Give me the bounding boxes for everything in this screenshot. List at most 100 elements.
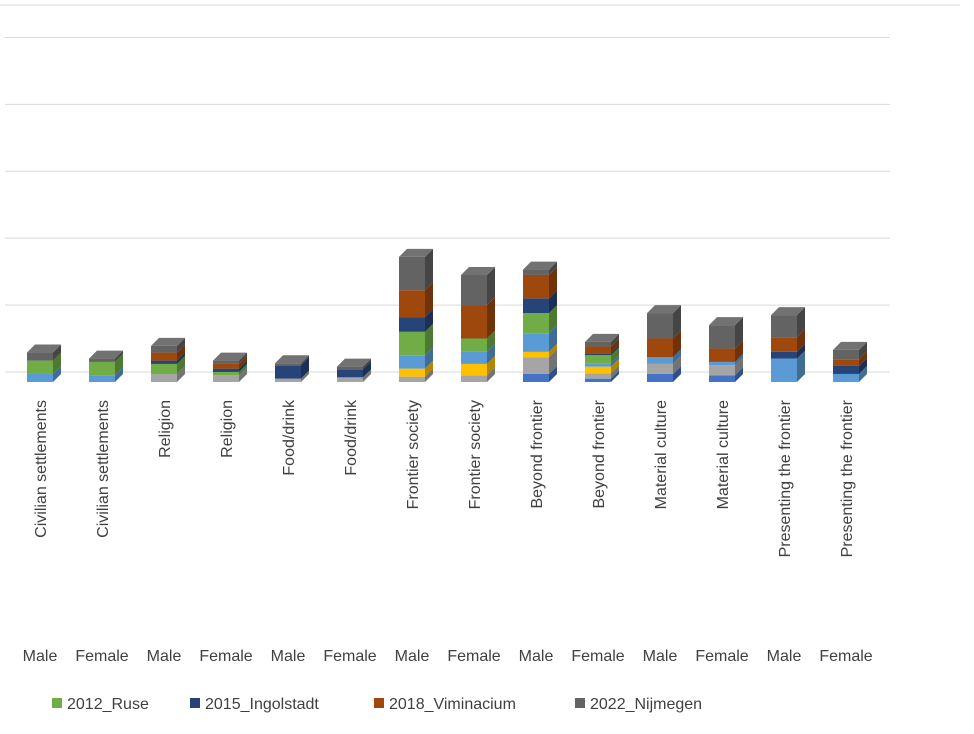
bar-side xyxy=(611,358,619,374)
bar-side xyxy=(177,355,185,374)
bar-side xyxy=(549,349,557,374)
x-subcategory-label: Male xyxy=(23,648,58,665)
bar xyxy=(151,363,177,374)
bar-side xyxy=(611,338,619,354)
bar-side xyxy=(549,261,557,275)
bar-top xyxy=(647,305,681,314)
bar-top xyxy=(399,248,433,257)
bar-side xyxy=(673,330,681,358)
bar-side xyxy=(177,352,185,364)
bar xyxy=(151,373,177,382)
bar-side xyxy=(239,367,247,382)
bar-top xyxy=(27,344,61,353)
legend-swatch xyxy=(52,698,62,708)
bar-side xyxy=(611,347,619,364)
bar xyxy=(399,290,425,318)
bar xyxy=(523,313,549,334)
bar-side xyxy=(611,365,619,379)
bar xyxy=(151,345,177,353)
bar xyxy=(461,375,487,382)
bar-side xyxy=(301,355,309,366)
bar-side xyxy=(425,360,433,377)
bar xyxy=(523,269,549,275)
bar xyxy=(647,338,673,358)
bar-side xyxy=(239,352,247,364)
bar-side xyxy=(487,330,495,352)
bar xyxy=(709,365,735,376)
bar-side xyxy=(859,341,867,360)
bar xyxy=(89,361,115,376)
bar-top xyxy=(89,350,123,359)
bar-top xyxy=(709,317,743,326)
x-tick-label: Presenting the frontier xyxy=(777,399,794,557)
bar xyxy=(399,376,425,382)
bar-side xyxy=(735,353,743,366)
x-tick-label: Religion xyxy=(157,400,174,458)
bar-side xyxy=(735,367,743,382)
bar xyxy=(523,351,549,358)
legend-label: 2015_Ingolstadt xyxy=(205,696,319,713)
bar xyxy=(399,317,425,332)
legend-label: 2022_Nijmegen xyxy=(590,696,702,713)
bar xyxy=(523,373,549,382)
x-subcategory-label: Female xyxy=(819,648,872,665)
bar xyxy=(27,373,53,382)
bar-side xyxy=(549,365,557,382)
bar-side xyxy=(425,347,433,369)
bar xyxy=(585,373,611,379)
bar-side xyxy=(797,343,805,359)
bar xyxy=(461,274,487,306)
bar-side xyxy=(735,317,743,349)
bar xyxy=(709,325,735,349)
bar xyxy=(585,366,611,374)
bar-side xyxy=(239,363,247,376)
bar xyxy=(523,333,549,352)
x-tick-label: Food/drink xyxy=(281,399,298,476)
bar-side xyxy=(673,349,681,364)
legend-swatch xyxy=(374,698,384,708)
x-subcategory-label: Female xyxy=(695,648,748,665)
x-tick-label: Material culture xyxy=(715,400,732,509)
bar xyxy=(833,373,859,382)
bar-side xyxy=(115,353,123,376)
x-subcategory-label: Male xyxy=(519,648,554,665)
bar xyxy=(585,341,611,347)
bar xyxy=(523,298,549,314)
x-tick-label: Frontier society xyxy=(467,400,484,509)
bar-side xyxy=(673,365,681,382)
legend-label: 2012_Ruse xyxy=(67,696,149,713)
bar xyxy=(771,358,797,382)
bar xyxy=(151,352,177,361)
bar xyxy=(275,365,301,379)
x-subcategory-label: Female xyxy=(447,648,500,665)
bar xyxy=(833,359,859,366)
bar-side xyxy=(53,365,61,382)
bar-side xyxy=(487,343,495,364)
bar-top xyxy=(833,341,867,350)
bar-top xyxy=(275,355,309,364)
x-subcategory-label: Female xyxy=(199,648,252,665)
bar-side xyxy=(549,343,557,358)
x-tick-label: Beyond frontier xyxy=(591,399,608,508)
bar xyxy=(213,371,239,376)
bar xyxy=(213,360,239,364)
bar xyxy=(647,363,673,374)
bar-top xyxy=(771,307,805,316)
bar-side xyxy=(53,352,61,374)
x-subcategory-label: Male xyxy=(767,648,802,665)
x-tick-label: Beyond frontier xyxy=(529,399,546,508)
legend-swatch xyxy=(190,698,200,708)
bar xyxy=(709,348,735,362)
bar-side xyxy=(611,355,619,367)
x-tick-label: Food/drink xyxy=(343,399,360,476)
x-tick-label: Religion xyxy=(219,400,236,458)
bar-side xyxy=(115,367,123,382)
x-subcategory-label: Male xyxy=(271,648,306,665)
bar-side xyxy=(177,344,185,361)
bar-side xyxy=(177,337,185,353)
bar-side xyxy=(487,297,495,339)
bar xyxy=(399,355,425,369)
bar-side xyxy=(239,355,247,369)
bar-side xyxy=(611,333,619,347)
